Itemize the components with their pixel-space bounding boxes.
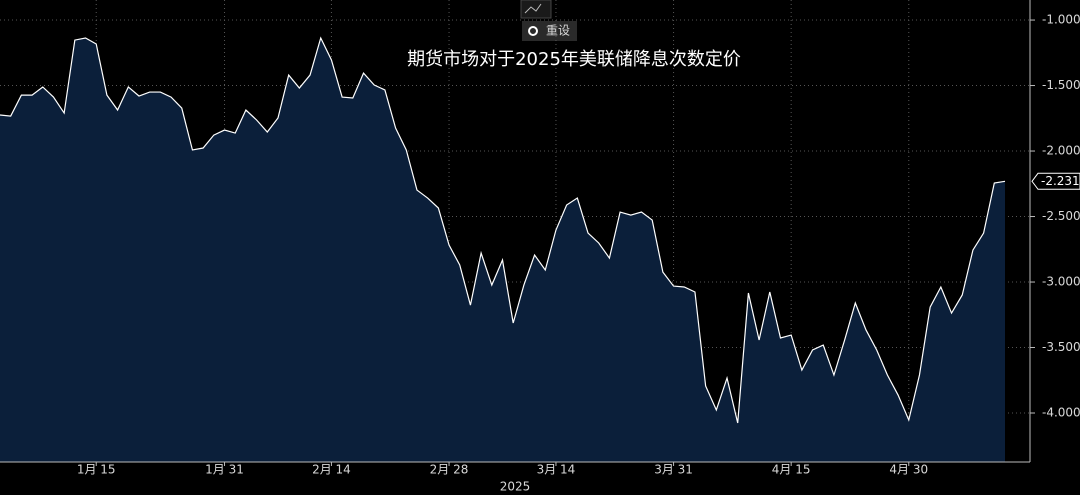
reset-label: 重设 bbox=[546, 24, 570, 38]
y-tick-label: -2.500 bbox=[1042, 209, 1080, 223]
last-value-label: -2.231 bbox=[1041, 174, 1080, 188]
x-tick-label: 1月 31 bbox=[205, 463, 244, 477]
chart-type-icon bbox=[524, 3, 542, 14]
x-axis-label: 2025 bbox=[500, 480, 531, 494]
y-tick-label: -1.000 bbox=[1042, 13, 1080, 27]
reset-icon bbox=[528, 26, 538, 36]
y-tick-label: -4.000 bbox=[1042, 406, 1080, 420]
x-tick-label: 4月 15 bbox=[772, 463, 811, 477]
y-tick-label: -1.500 bbox=[1042, 78, 1080, 92]
y-tick-label: -3.000 bbox=[1042, 275, 1080, 289]
chart-type-button[interactable] bbox=[520, 0, 552, 19]
last-value-tag bbox=[1031, 172, 1080, 190]
x-tick-label: 3月 14 bbox=[537, 463, 576, 477]
line bbox=[0, 36, 1006, 424]
reset-button[interactable] bbox=[522, 21, 577, 41]
x-tick-label: 4月 30 bbox=[889, 463, 928, 477]
x-tick-label: 3月 31 bbox=[654, 463, 693, 477]
x-tick-label: 2月 28 bbox=[430, 463, 469, 477]
x-tick-label: 1月 15 bbox=[77, 463, 116, 477]
y-tick-label: -2.000 bbox=[1042, 144, 1080, 158]
chart-title: 期货市场对于2025年美联储降息次数定价 bbox=[407, 49, 741, 70]
y-tick-label: -3.500 bbox=[1042, 340, 1080, 354]
x-tick-label: 2月 14 bbox=[312, 463, 351, 477]
area-fill bbox=[0, 37, 1005, 462]
